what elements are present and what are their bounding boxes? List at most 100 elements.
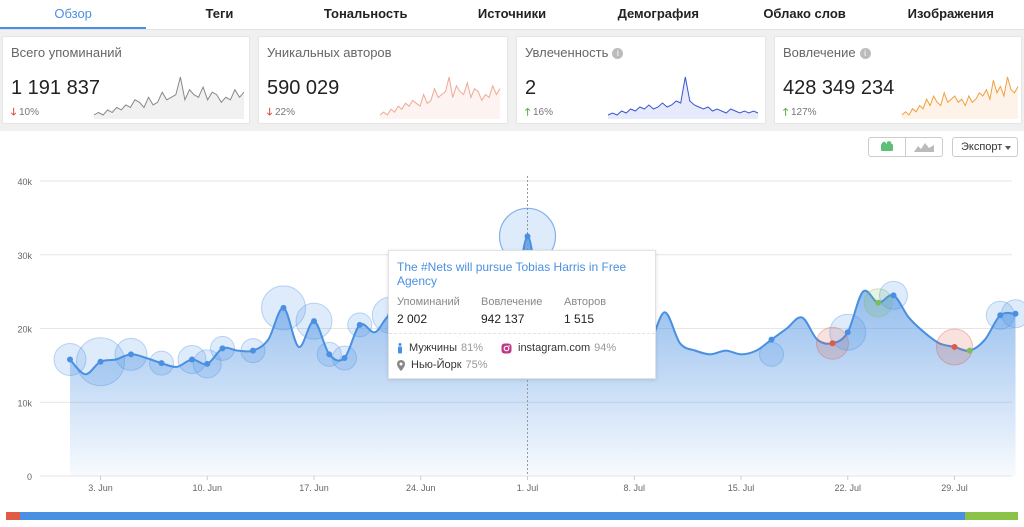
arrow-down-icon: 🡓 [267, 107, 273, 118]
data-point[interactable] [158, 360, 165, 367]
kpi-delta: 🡓 22% [267, 105, 295, 122]
data-point[interactable] [844, 329, 851, 336]
x-tick-label: 15. Jul [728, 483, 755, 493]
sparkline-line [901, 76, 1019, 116]
gender-pct: 81% [461, 342, 484, 354]
x-tick-label: 22. Jul [834, 483, 861, 493]
kpi-card-authors[interactable]: Уникальных авторов 590 029 🡓 22% [258, 36, 508, 124]
kpi-title: Уникальных авторов [267, 45, 392, 60]
kpi-title: Всего упоминаний [11, 45, 122, 60]
bubble-view-icon[interactable] [869, 138, 905, 156]
kpi-title-text: Уникальных авторов [267, 45, 392, 60]
tab-sentiment[interactable]: Тональность [323, 6, 408, 21]
data-point[interactable] [997, 312, 1004, 319]
metric-label: Вовлечение [481, 296, 543, 308]
metric-value: 1 515 [564, 312, 595, 326]
x-tick-label: 10. Jun [192, 483, 222, 493]
data-point[interactable] [768, 336, 775, 343]
metric-label: Авторов [564, 296, 607, 308]
nav-tabs: Обзор Теги Тональность Источники Демогра… [0, 0, 1024, 30]
data-point[interactable] [951, 343, 958, 350]
sparkline-area [380, 77, 500, 119]
data-point[interactable] [524, 233, 531, 240]
y-tick-label: 30k [17, 251, 32, 261]
gender-row: Мужчины 81% [397, 342, 483, 354]
kpi-card-engagement[interactable]: Вовлечение i 428 349 234 🡑 127% [774, 36, 1022, 124]
kpi-delta-value: 22% [274, 107, 295, 118]
x-tick-label: 8. Jul [623, 483, 645, 493]
kpi-delta-value: 10% [18, 107, 39, 118]
metric-value: 2 002 [397, 312, 428, 326]
info-icon[interactable]: i [859, 48, 871, 59]
source-label[interactable]: instagram.com [518, 342, 591, 354]
sentiment-segment [20, 512, 966, 520]
chart-tooltip: The #Nets will pursue Tobias Harris in F… [388, 250, 656, 379]
data-point[interactable] [219, 345, 226, 352]
tab-sources[interactable]: Источники [477, 6, 547, 21]
data-point[interactable] [67, 356, 73, 363]
sentiment-segment [6, 512, 21, 520]
gender-label: Мужчины [409, 342, 458, 354]
sentiment-bar[interactable] [6, 512, 1018, 520]
y-tick-label: 0 [27, 472, 32, 482]
divider [389, 333, 655, 334]
sparkline-line [607, 76, 759, 116]
kpi-delta: 🡑 127% [783, 105, 817, 122]
data-point[interactable] [356, 321, 363, 328]
kpi-value: 2 [525, 77, 537, 99]
arrow-down-icon: 🡓 [11, 107, 17, 118]
kpi-delta: 🡑 16% [525, 105, 553, 122]
kpi-card-mentions[interactable]: Всего упоминаний 1 191 837 🡓 10% [2, 36, 250, 124]
sparkline-chart [607, 76, 759, 119]
main-chart-panel: 0 10k 20k 30k 40k 3. Jun 10. Jun 17. Jun 24. Jun… [0, 131, 1024, 527]
x-tick-label: 29. Jul [941, 483, 968, 493]
data-point[interactable] [890, 292, 897, 299]
kpi-title-text: Вовлечение [783, 45, 856, 60]
data-point[interactable] [966, 347, 973, 354]
source-row: instagram.com 94% [501, 342, 616, 354]
kpi-value: 428 349 234 [783, 77, 895, 99]
metric-value: 942 137 [481, 312, 525, 326]
data-point[interactable] [280, 304, 287, 311]
location-label: Нью-Йорк [411, 359, 462, 371]
data-point[interactable] [250, 347, 256, 354]
x-tick-label: 1. Jul [517, 483, 539, 493]
data-point[interactable] [97, 358, 104, 365]
data-point[interactable] [875, 299, 882, 306]
sparkline-area [608, 77, 758, 119]
source-pct: 94% [594, 342, 617, 354]
kpi-value: 1 191 837 [11, 77, 100, 99]
data-point[interactable] [204, 360, 211, 367]
sparkline-chart [379, 76, 501, 119]
bubble-marker[interactable] [759, 341, 784, 367]
chevron-down-icon [1005, 146, 1011, 150]
metric-label: Упоминаний [397, 296, 460, 308]
sentiment-segment [965, 512, 1018, 520]
data-point[interactable] [311, 318, 317, 325]
kpi-card-engagement-rate[interactable]: Увлеченность i 2 🡑 16% [516, 36, 766, 124]
y-tick-label: 10k [17, 398, 32, 408]
data-point[interactable] [341, 355, 348, 361]
chart-view-toggle [868, 137, 943, 157]
kpi-title: Увлеченность i [525, 45, 624, 60]
tab-overview[interactable]: Обзор [0, 0, 147, 29]
data-point[interactable] [189, 356, 195, 363]
tab-tags[interactable]: Теги [205, 6, 234, 21]
instagram-icon [501, 343, 512, 354]
data-point[interactable] [829, 340, 836, 347]
area-view-icon[interactable] [905, 138, 942, 156]
tab-word-cloud[interactable]: Облако слов [763, 6, 846, 21]
data-point[interactable] [128, 351, 134, 358]
sparkline-area [902, 77, 1018, 119]
sparkline-chart [93, 76, 245, 119]
x-tick-label: 3. Jun [88, 483, 113, 493]
tooltip-title[interactable]: The #Nets will pursue Tobias Harris in F… [397, 260, 627, 288]
tab-images[interactable]: Изображения [907, 6, 994, 21]
location-row: Нью-Йорк 75% [397, 359, 488, 371]
kpi-value: 590 029 [267, 77, 340, 99]
data-point[interactable] [326, 351, 333, 358]
info-icon[interactable]: i [612, 48, 624, 59]
tab-demography[interactable]: Демография [617, 6, 699, 21]
export-dropdown[interactable]: Экспорт [952, 137, 1018, 157]
data-point[interactable] [1012, 310, 1019, 317]
